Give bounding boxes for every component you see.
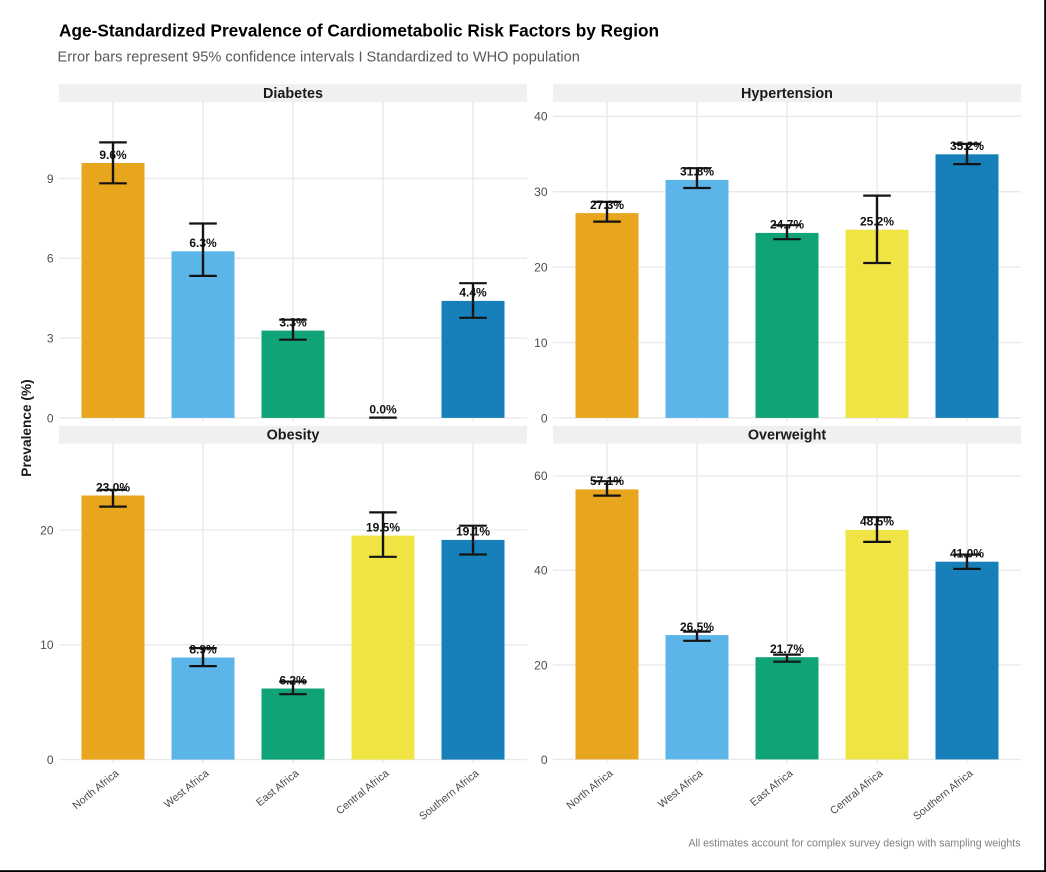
svg-text:0: 0 [47, 753, 54, 767]
svg-text:31.8%: 31.8% [680, 165, 714, 179]
svg-text:Overweight: Overweight [748, 427, 827, 443]
svg-text:4.4%: 4.4% [459, 286, 487, 300]
svg-text:19.5%: 19.5% [366, 520, 400, 534]
svg-text:48.5%: 48.5% [860, 515, 894, 529]
svg-text:10: 10 [40, 638, 54, 652]
svg-text:All estimates account for comp: All estimates account for complex survey… [688, 838, 1020, 850]
svg-text:20: 20 [40, 523, 54, 537]
svg-text:21.7%: 21.7% [770, 642, 804, 656]
svg-text:6.2%: 6.2% [279, 673, 307, 687]
svg-text:Diabetes: Diabetes [263, 86, 323, 102]
svg-text:40: 40 [534, 564, 548, 578]
svg-text:23.0%: 23.0% [96, 480, 130, 494]
svg-text:Prevalence (%): Prevalence (%) [19, 379, 34, 476]
svg-text:0: 0 [47, 411, 54, 425]
svg-text:60: 60 [534, 469, 548, 483]
svg-text:25.2%: 25.2% [860, 215, 894, 229]
svg-text:Hypertension: Hypertension [741, 86, 833, 102]
svg-text:30: 30 [534, 185, 548, 199]
svg-text:10: 10 [534, 336, 548, 350]
svg-text:19.1%: 19.1% [456, 525, 490, 539]
svg-text:20: 20 [534, 261, 548, 275]
svg-text:27.3%: 27.3% [590, 198, 624, 212]
svg-text:35.2%: 35.2% [950, 139, 984, 153]
svg-text:6.3%: 6.3% [189, 236, 217, 250]
svg-text:26.5%: 26.5% [680, 620, 714, 634]
svg-text:57.1%: 57.1% [590, 474, 624, 488]
svg-text:20: 20 [534, 658, 548, 672]
svg-text:0.0%: 0.0% [369, 403, 397, 417]
svg-text:41.0%: 41.0% [950, 547, 984, 561]
svg-text:Error bars represent 95% confi: Error bars represent 95% confidence inte… [58, 50, 580, 66]
svg-text:6: 6 [47, 252, 54, 266]
svg-text:0: 0 [541, 411, 548, 425]
svg-text:8.9%: 8.9% [189, 642, 217, 656]
svg-text:40: 40 [534, 110, 548, 124]
svg-text:9: 9 [47, 172, 54, 186]
svg-text:Age-Standardized Prevalence of: Age-Standardized Prevalence of Cardiomet… [59, 21, 659, 41]
svg-text:0: 0 [541, 753, 548, 767]
svg-text:Obesity: Obesity [267, 427, 320, 443]
svg-text:9.6%: 9.6% [99, 148, 127, 162]
svg-text:3.3%: 3.3% [279, 315, 307, 329]
svg-text:3: 3 [47, 332, 54, 346]
svg-text:24.7%: 24.7% [770, 218, 804, 232]
